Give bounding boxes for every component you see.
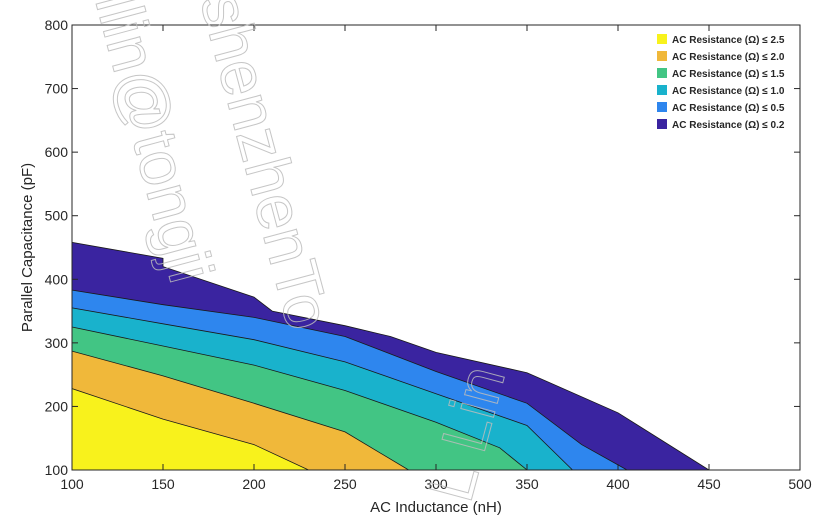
legend-entry: AC Resistance (Ω) ≤ 2.0 xyxy=(672,52,785,63)
y-tick-label: 700 xyxy=(45,81,69,97)
x-axis-label: AC Inductance (nH) xyxy=(370,499,502,516)
legend-swatch xyxy=(657,34,667,44)
x-tick-label: 150 xyxy=(151,476,175,492)
y-tick-label: 400 xyxy=(45,271,69,287)
legend-entry: AC Resistance (Ω) ≤ 0.2 xyxy=(672,120,785,131)
y-ticks: 100 200 300 400 500 600 700 800 xyxy=(45,17,800,478)
x-tick-label: 450 xyxy=(697,476,721,492)
y-tick-label: 100 xyxy=(45,462,69,478)
x-tick-label: 100 xyxy=(60,476,84,492)
x-tick-label: 200 xyxy=(242,476,266,492)
legend-swatch xyxy=(657,102,667,112)
legend-swatch xyxy=(657,51,667,61)
x-tick-label: 400 xyxy=(606,476,630,492)
legend-entry: AC Resistance (Ω) ≤ 1.0 xyxy=(672,86,785,97)
x-tick-label: 300 xyxy=(424,476,448,492)
legend-entry: AC Resistance (Ω) ≤ 1.5 xyxy=(672,69,785,80)
y-tick-label: 200 xyxy=(45,398,69,414)
y-tick-label: 800 xyxy=(45,17,69,33)
x-tick-label: 350 xyxy=(515,476,539,492)
legend-swatch xyxy=(657,68,667,78)
y-tick-label: 300 xyxy=(45,335,69,351)
legend-swatch xyxy=(657,85,667,95)
legend: AC Resistance (Ω) ≤ 2.5 AC Resistance (Ω)… xyxy=(657,34,785,131)
legend-swatch xyxy=(657,119,667,129)
axes: 100 150 200 250 300 350 400 450 500 100 200 300 400… xyxy=(19,17,812,516)
contour-regions xyxy=(71,241,711,471)
legend-entry: AC Resistance (Ω) ≤ 0.5 xyxy=(672,103,785,114)
y-axis-label: Parallel Capacitance (pF) xyxy=(19,163,36,332)
x-ticks: 100 150 200 250 300 350 400 450 500 xyxy=(60,25,812,492)
legend-entry: AC Resistance (Ω) ≤ 2.5 xyxy=(672,35,785,46)
y-tick-label: 500 xyxy=(45,208,69,224)
y-tick-label: 600 xyxy=(45,144,69,160)
x-tick-label: 250 xyxy=(333,476,357,492)
x-tick-label: 500 xyxy=(788,476,812,492)
